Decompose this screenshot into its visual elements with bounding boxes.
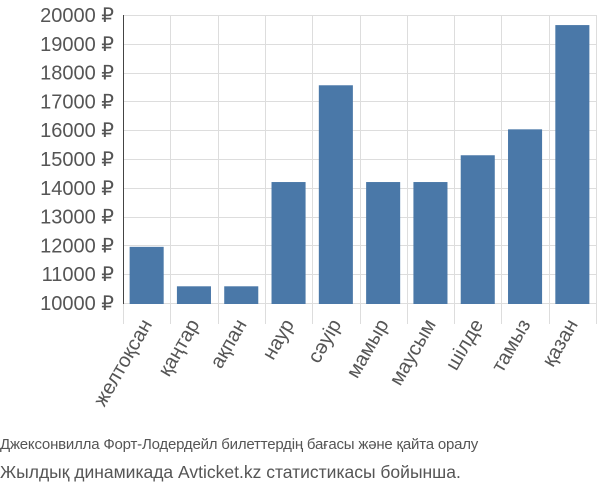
y-tick-label: 14000 ₽ (40, 178, 114, 200)
x-tick-label: тамыз (488, 316, 536, 377)
bar-қаңтар (176, 286, 211, 304)
x-tick-label: маусым (385, 316, 440, 390)
y-tick-label: 11000 ₽ (42, 264, 115, 286)
x-tick-label: наур (258, 316, 298, 364)
y-tick-label: 12000 ₽ (40, 235, 114, 257)
bar-маусым (413, 182, 448, 304)
y-tick-label: 10000 ₽ (40, 293, 114, 315)
x-tick-label: желтоқсан (90, 316, 157, 411)
x-tick-label: қаңтар (154, 316, 204, 381)
axes (123, 15, 597, 324)
y-tick-label: 20000 ₽ (40, 5, 114, 27)
y-tick-label: 19000 ₽ (40, 34, 114, 56)
x-tick-label: мамыр (342, 316, 393, 383)
bar-қазан (555, 25, 590, 305)
bar-шілде (460, 155, 495, 304)
x-tick-label: шілде (442, 316, 489, 375)
bar-мамыр (366, 182, 401, 304)
bar-сәуір (318, 85, 353, 304)
y-tick-label: 18000 ₽ (40, 63, 114, 85)
bar-chart: 10000 ₽ 11000 ₽ 12000 ₽ 13000 ₽ 14000 ₽ 15000… (40, 5, 597, 411)
y-tick-label: 17000 ₽ (40, 91, 114, 113)
y-tick-label: 15000 ₽ (40, 149, 114, 171)
y-tick-label: 16000 ₽ (40, 120, 114, 142)
chart-caption-line-2: Жылдық динамикада Avticket.kz статистика… (0, 462, 461, 482)
bar-тамыз (508, 129, 543, 304)
x-tick-label: ақпан (206, 316, 251, 373)
chart-caption-line-1: Джексонвилла Форт-Лодердейл билеттердің … (0, 436, 479, 453)
bar-наур (271, 182, 306, 304)
y-tick-label: 13000 ₽ (40, 207, 114, 229)
bar-желтоқсан (129, 246, 164, 304)
x-tick-label: қазан (538, 316, 583, 371)
bars (129, 25, 590, 305)
x-tick-label: сәуір (304, 316, 346, 367)
y-tick-labels: 10000 ₽ 11000 ₽ 12000 ₽ 13000 ₽ 14000 ₽ 15000… (40, 5, 114, 315)
bar-ақпан (224, 286, 259, 304)
